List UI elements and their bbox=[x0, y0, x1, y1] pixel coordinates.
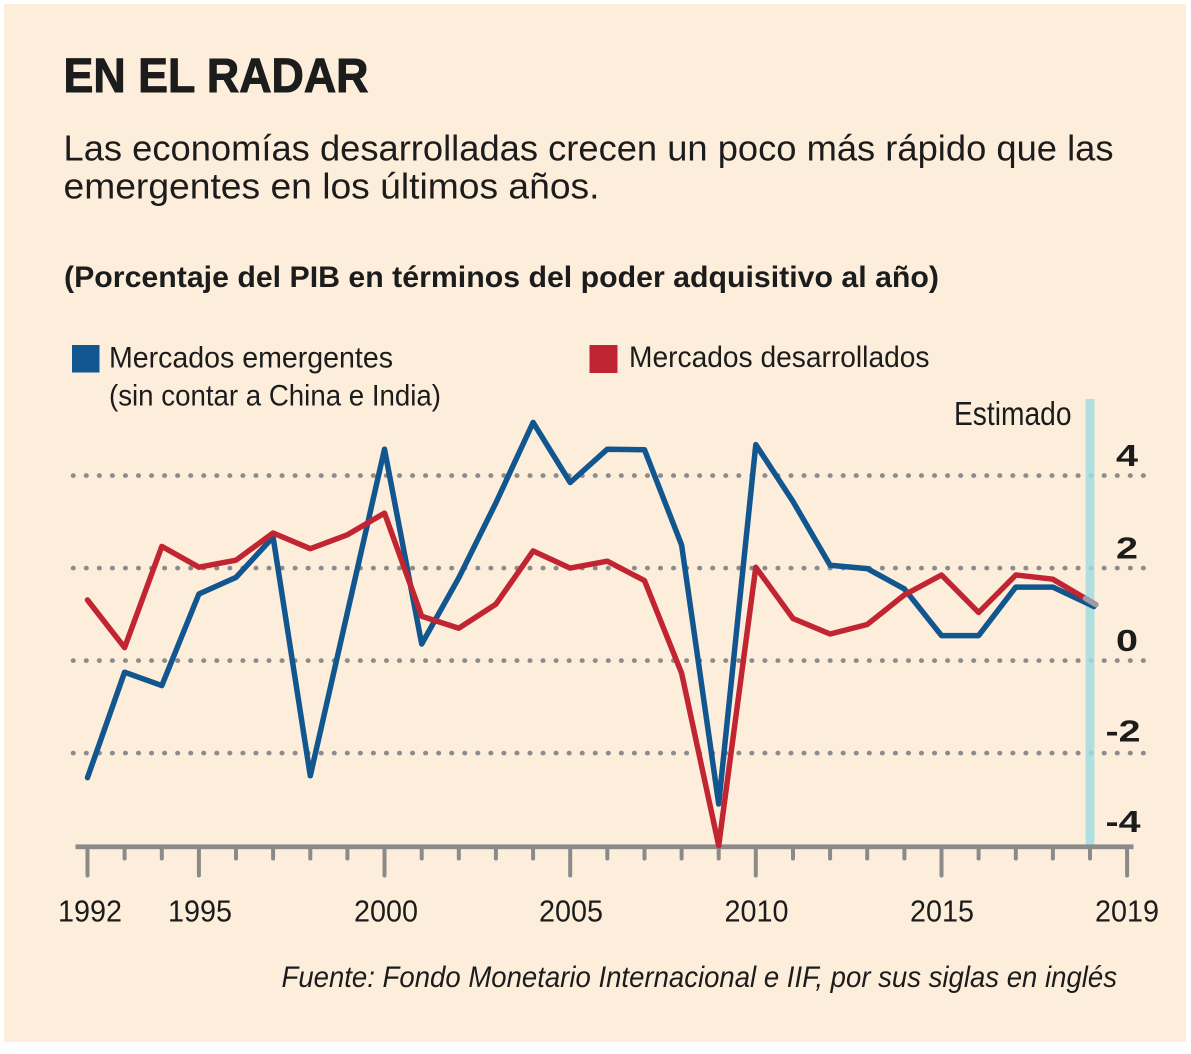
svg-text:1995: 1995 bbox=[168, 894, 232, 929]
svg-text:0: 0 bbox=[1116, 623, 1138, 658]
svg-text:2019: 2019 bbox=[1095, 894, 1159, 929]
svg-text:1992: 1992 bbox=[58, 894, 122, 929]
svg-text:2005: 2005 bbox=[539, 894, 603, 929]
svg-text:(sin contar a China e India): (sin contar a China e India) bbox=[109, 380, 441, 413]
svg-text:2010: 2010 bbox=[725, 894, 789, 929]
svg-text:Mercados emergentes: Mercados emergentes bbox=[109, 342, 393, 375]
svg-text:2000: 2000 bbox=[354, 894, 418, 929]
svg-text:-4: -4 bbox=[1106, 804, 1142, 839]
svg-text:Mercados desarrollados: Mercados desarrollados bbox=[629, 341, 930, 374]
svg-text:Las economías desarrolladas cr: Las economías desarrolladas crecen un po… bbox=[64, 128, 1114, 169]
svg-text:emergentes en los últimos años: emergentes en los últimos años. bbox=[64, 166, 600, 207]
svg-text:Estimado: Estimado bbox=[954, 395, 1072, 432]
svg-text:2015: 2015 bbox=[910, 894, 974, 929]
svg-text:EN EL RADAR: EN EL RADAR bbox=[64, 50, 369, 103]
svg-text:Fuente: Fondo Monetario Intern: Fuente: Fondo Monetario Internacional e … bbox=[282, 961, 1118, 994]
svg-text:-2: -2 bbox=[1106, 714, 1141, 749]
svg-text:4: 4 bbox=[1116, 438, 1139, 473]
svg-text:2: 2 bbox=[1116, 531, 1138, 566]
svg-text:(Porcentaje del PIB en término: (Porcentaje del PIB en términos del pode… bbox=[64, 261, 939, 294]
